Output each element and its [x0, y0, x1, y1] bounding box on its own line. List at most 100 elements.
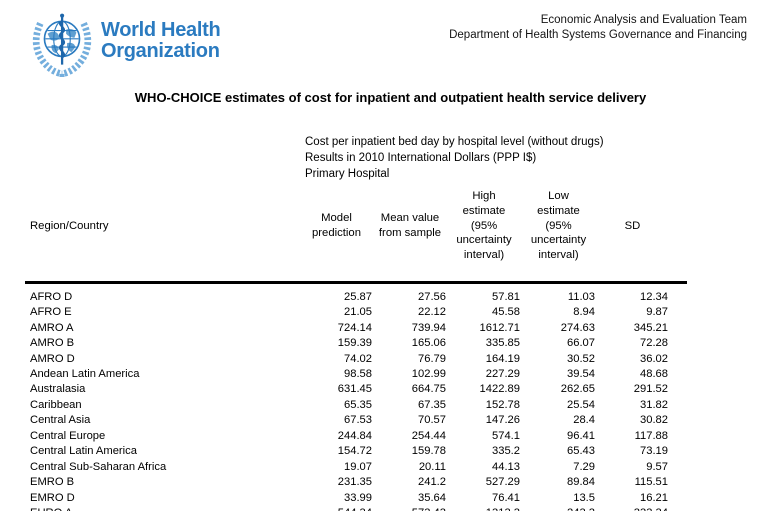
- table-row: AFRO E 21.05 22.12 45.58 8.94 9.87: [30, 304, 669, 319]
- high-estimate-cell: 1422.89: [479, 383, 520, 396]
- caption-line2: Results in 2010 International Dollars (P…: [305, 151, 537, 164]
- letterhead-right: Economic Analysis and Evaluation Team De…: [449, 13, 747, 42]
- region-cell: Australasia: [30, 383, 86, 396]
- high-estimate-cell: 152.78: [485, 398, 520, 411]
- region-cell: Central Sub-Saharan Africa: [30, 460, 167, 473]
- sd-cell: 30.82: [640, 414, 668, 427]
- low-estimate-cell: 65.43: [567, 445, 595, 458]
- high-estimate-cell: 57.81: [492, 290, 520, 303]
- sd-cell: 48.68: [640, 367, 668, 380]
- high-estimate-cell: 335.85: [485, 337, 520, 350]
- low-estimate-cell: 7.29: [573, 460, 595, 473]
- sd-cell: 9.87: [646, 306, 668, 319]
- region-cell: AMRO B: [30, 337, 75, 350]
- low-estimate-cell: 66.07: [567, 337, 595, 350]
- table-row: Central Latin America 154.72 159.78 335.…: [30, 444, 669, 459]
- table-row: Central Sub-Saharan Africa 19.07 20.11 4…: [30, 459, 669, 474]
- who-emblem-icon: [32, 13, 92, 78]
- team-name: Economic Analysis and Evaluation Team: [540, 14, 747, 26]
- region-cell: EMRO B: [30, 476, 75, 489]
- model-prediction-cell: 74.02: [344, 352, 372, 365]
- low-estimate-cell: 28.4: [573, 414, 595, 427]
- table-row: Central Asia 67.53 70.57 147.26 28.4 30.…: [30, 413, 669, 428]
- sd-cell: 16.21: [640, 491, 668, 504]
- mean-value-cell: 27.56: [418, 290, 446, 303]
- region-cell: AMRO A: [30, 321, 74, 334]
- high-estimate-cell: 335.2: [492, 445, 520, 458]
- column-header-high-estimate: High estimate (95% uncertainty interval): [456, 190, 512, 262]
- mean-value-cell: 254.44: [411, 429, 446, 442]
- table-row: EURO A 544.34 573.43 1313.3 243.3 333.34: [30, 505, 669, 511]
- sd-cell: 345.21: [633, 321, 668, 334]
- mean-value-cell: 664.75: [411, 383, 446, 396]
- sd-cell: 333.34: [596, 507, 669, 511]
- region-cell: Central Latin America: [30, 445, 137, 458]
- model-prediction-cell: 98.58: [344, 367, 372, 380]
- column-header-model-prediction: Model prediction: [312, 212, 361, 239]
- model-prediction-cell: 19.07: [344, 460, 372, 473]
- mean-value-cell: 67.35: [418, 398, 446, 411]
- region-cell: EMRO D: [30, 491, 75, 504]
- high-estimate-cell: 227.29: [485, 367, 520, 380]
- sd-cell: 9.57: [646, 460, 668, 473]
- high-estimate-cell: 164.19: [485, 352, 520, 365]
- region-cell: AMRO D: [30, 352, 75, 365]
- mean-value-cell: 573.43: [373, 507, 447, 511]
- column-header-mean-value: Mean value from sample: [378, 212, 442, 239]
- model-prediction-cell: 67.53: [344, 414, 372, 427]
- mean-value-cell: 76.79: [418, 352, 446, 365]
- sd-cell: 73.19: [640, 445, 668, 458]
- sd-cell: 115.51: [634, 476, 668, 489]
- table-row: AFRO D 25.87 27.56 57.81 11.03 12.34: [30, 289, 669, 304]
- sd-cell: 12.34: [640, 290, 668, 303]
- high-estimate-cell: 147.26: [485, 414, 520, 427]
- table-row: AMRO D 74.02 76.79 164.19 30.52 36.02: [30, 351, 669, 366]
- mean-value-cell: 159.78: [411, 445, 446, 458]
- low-estimate-cell: 243.3: [521, 507, 596, 511]
- low-estimate-cell: 11.03: [567, 290, 595, 303]
- who-logo: [28, 11, 96, 78]
- low-estimate-cell: 39.54: [567, 367, 595, 380]
- high-estimate-cell: 76.41: [492, 491, 520, 504]
- table-row: AMRO B 159.39 165.06 335.85 66.07 72.28: [30, 335, 669, 350]
- department-name: Department of Health Systems Governance …: [449, 28, 747, 41]
- table-row: Central Europe 244.84 254.44 574.1 96.41…: [30, 428, 669, 443]
- mean-value-cell: 20.11: [418, 460, 446, 473]
- mean-value-cell: 102.99: [411, 367, 446, 380]
- table-row: EMRO B 231.35 241.2 527.29 89.84 115.51: [30, 474, 669, 489]
- model-prediction-cell: 65.35: [344, 398, 372, 411]
- table-header-rule: [25, 281, 687, 284]
- region-cell: AFRO E: [30, 306, 72, 319]
- column-header-region: Region/Country: [30, 219, 109, 232]
- who-logo-line2: Organization: [101, 40, 220, 62]
- model-prediction-cell: 25.87: [344, 290, 372, 303]
- low-estimate-cell: 89.84: [567, 476, 595, 489]
- column-header-low-estimate: Low estimate (95% uncertainty interval): [530, 190, 587, 262]
- sd-cell: 36.02: [640, 352, 668, 365]
- low-estimate-cell: 262.65: [560, 383, 595, 396]
- model-prediction-cell: 231.35: [337, 476, 372, 489]
- high-estimate-cell: 45.58: [492, 306, 520, 319]
- table-row: Australasia 631.45 664.75 1422.89 262.65…: [30, 382, 669, 397]
- mean-value-cell: 22.12: [418, 306, 446, 319]
- caption-line3: Primary Hospital: [305, 167, 390, 180]
- high-estimate-cell: 527.29: [485, 476, 520, 489]
- table-row: Caribbean 65.35 67.35 152.78 25.54 31.82: [30, 397, 669, 412]
- model-prediction-cell: 244.84: [337, 429, 372, 442]
- table-row: EMRO D 33.99 35.64 76.41 13.5 16.21: [30, 490, 669, 505]
- region-cell: AFRO D: [30, 290, 73, 303]
- model-prediction-cell: 544.34: [300, 507, 373, 511]
- region-cell: Central Europe: [30, 429, 106, 442]
- mean-value-cell: 241.2: [418, 476, 446, 489]
- sd-cell: 291.52: [633, 383, 668, 396]
- table-row: Andean Latin America 98.58 102.99 227.29…: [30, 366, 669, 381]
- mean-value-cell: 35.64: [418, 491, 446, 504]
- who-logo-line1: World Health: [101, 19, 221, 41]
- model-prediction-cell: 724.14: [337, 321, 372, 334]
- sd-cell: 117.88: [634, 429, 668, 442]
- model-prediction-cell: 21.05: [344, 306, 372, 319]
- table-body: AFRO D 25.87 27.56 57.81 11.03 12.34 AFR…: [30, 289, 669, 511]
- high-estimate-cell: 44.13: [492, 460, 520, 473]
- region-cell: Central Asia: [30, 414, 91, 427]
